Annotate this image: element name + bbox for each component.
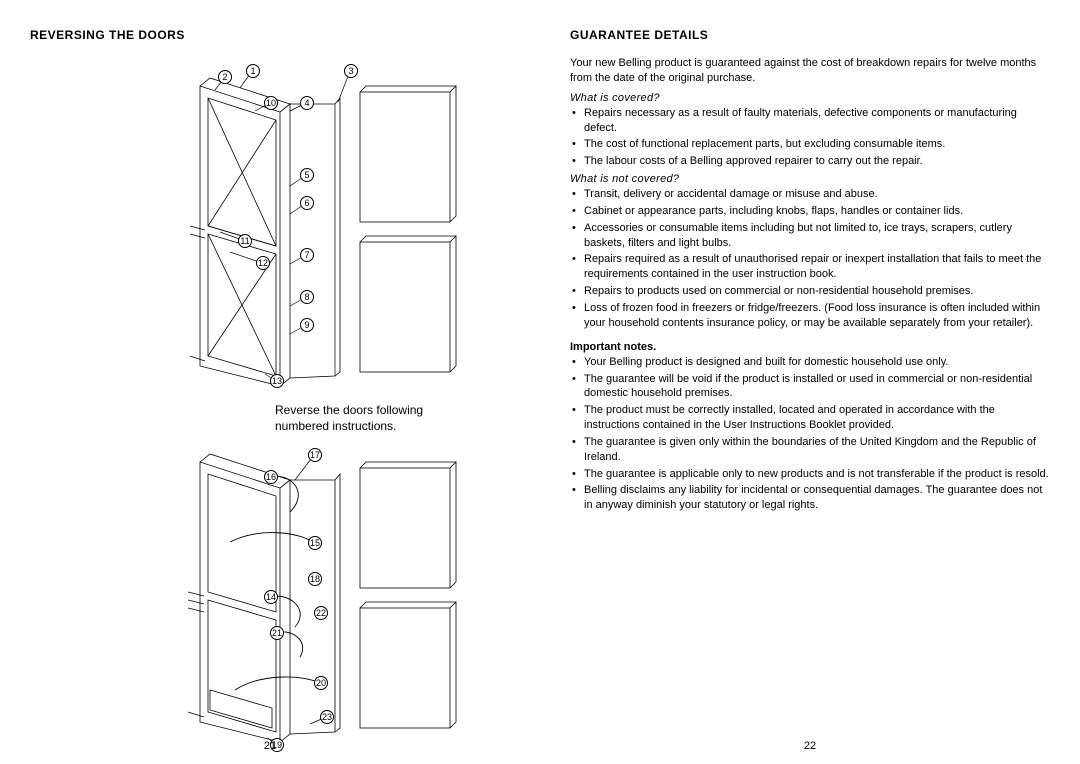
diagram-bottom: 17 16 15 18 14 22 21 20 23 19 — [160, 442, 460, 752]
diagram-container: 1 2 3 4 10 5 6 7 11 12 8 9 13 Reverse th… — [30, 56, 510, 752]
callout: 6 — [300, 196, 314, 210]
callout: 7 — [300, 248, 314, 262]
list-item: The cost of functional replacement parts… — [584, 137, 1050, 152]
callout: 13 — [270, 374, 284, 388]
list-item: Your Belling product is designed and bui… — [584, 355, 1050, 370]
caption-text: Reverse the doors following numbered ins… — [275, 402, 475, 434]
list-item: The guarantee is given only within the b… — [584, 435, 1050, 465]
callout: 1 — [246, 64, 260, 78]
callout: 10 — [264, 96, 278, 110]
list-item: Repairs necessary as a result of faulty … — [584, 106, 1050, 136]
covered-list: Repairs necessary as a result of faulty … — [570, 106, 1050, 169]
list-item: The labour costs of a Belling approved r… — [584, 154, 1050, 169]
callout: 12 — [256, 256, 270, 270]
list-item: The product must be correctly installed,… — [584, 403, 1050, 433]
list-item: Repairs required as a result of unauthor… — [584, 252, 1050, 282]
page-number-right: 22 — [804, 740, 816, 752]
page-left: REVERSING THE DOORS — [0, 0, 540, 764]
covered-head: What is covered? — [570, 92, 1050, 104]
notes-list: Your Belling product is designed and bui… — [570, 355, 1050, 513]
list-item: Repairs to products used on commercial o… — [584, 284, 1050, 299]
left-title: REVERSING THE DOORS — [30, 28, 510, 42]
callout: 5 — [300, 168, 314, 182]
list-item: Cabinet or appearance parts, including k… — [584, 204, 1050, 219]
list-item: Transit, delivery or accidental damage o… — [584, 187, 1050, 202]
list-item: The guarantee is applicable only to new … — [584, 467, 1050, 482]
callout: 4 — [300, 96, 314, 110]
callout: 2 — [218, 70, 232, 84]
page-right: GUARANTEE DETAILS Your new Belling produ… — [540, 0, 1080, 764]
diagram-top: 1 2 3 4 10 5 6 7 11 12 8 9 13 — [160, 56, 460, 396]
right-title: GUARANTEE DETAILS — [570, 28, 1050, 42]
intro-text: Your new Belling product is guaranteed a… — [570, 56, 1050, 86]
cabinet-bottom-svg — [160, 442, 460, 752]
notcovered-head: What is not covered? — [570, 173, 1050, 185]
callout: 9 — [300, 318, 314, 332]
callout: 11 — [238, 234, 252, 248]
list-item: The guarantee will be void if the produc… — [584, 372, 1050, 402]
page-number-left: 21 — [264, 740, 276, 752]
callout: 3 — [344, 64, 358, 78]
notes-head: Important notes. — [570, 341, 1050, 353]
list-item: Loss of frozen food in freezers or fridg… — [584, 301, 1050, 331]
callout: 8 — [300, 290, 314, 304]
notcovered-list: Transit, delivery or accidental damage o… — [570, 187, 1050, 331]
list-item: Accessories or consumable items includin… — [584, 221, 1050, 251]
list-item: Belling disclaims any liability for inci… — [584, 483, 1050, 513]
